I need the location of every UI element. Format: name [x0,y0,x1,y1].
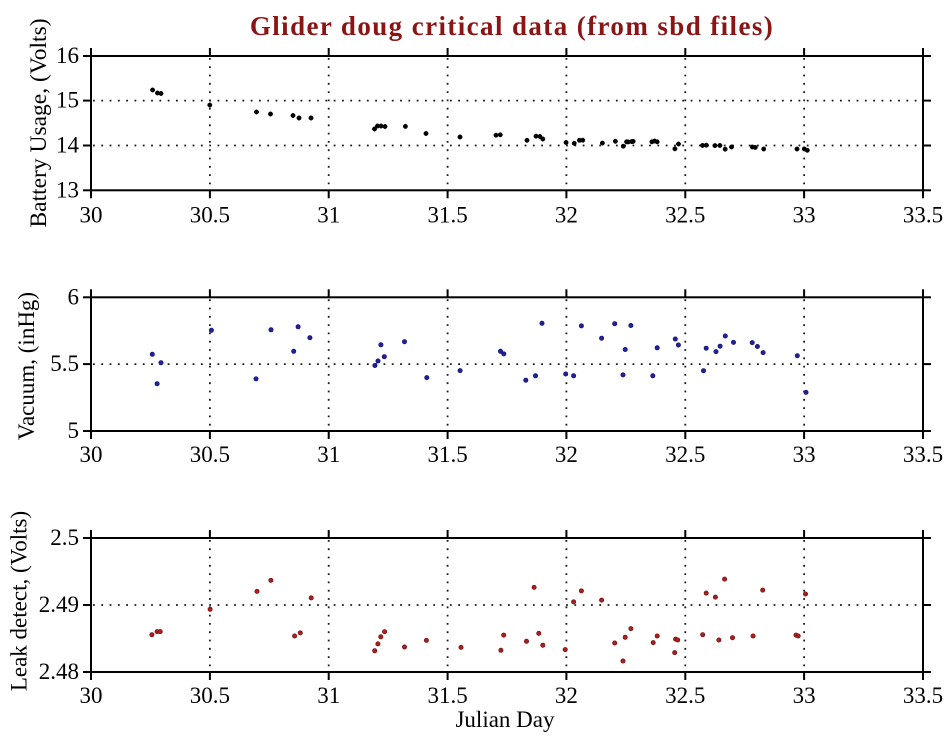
svg-text:33.5: 33.5 [903,442,943,467]
svg-text:31.5: 31.5 [427,442,467,467]
svg-text:2.49: 2.49 [39,592,79,617]
svg-text:5.5: 5.5 [50,351,79,376]
svg-text:6: 6 [68,284,80,309]
svg-text:33: 33 [793,683,816,708]
svg-text:15: 15 [56,88,79,113]
svg-text:16: 16 [56,43,79,68]
svg-text:Vacuum, (inHg): Vacuum, (inHg) [14,292,39,440]
svg-text:32: 32 [555,683,578,708]
svg-text:31: 31 [317,442,340,467]
svg-text:30.5: 30.5 [190,442,230,467]
svg-text:14: 14 [56,133,80,158]
svg-text:30.5: 30.5 [190,683,230,708]
svg-text:33.5: 33.5 [903,683,943,708]
svg-text:Battery Usage, (Volts): Battery Usage, (Volts) [26,18,52,227]
svg-text:30: 30 [80,203,103,228]
svg-text:33: 33 [793,203,816,228]
svg-text:32.5: 32.5 [665,203,705,228]
svg-text:30.5: 30.5 [190,203,230,228]
svg-text:33: 33 [793,442,816,467]
svg-text:2.48: 2.48 [39,659,79,684]
svg-text:33.5: 33.5 [903,203,943,228]
svg-text:31: 31 [317,203,340,228]
svg-text:31: 31 [317,683,340,708]
svg-text:13: 13 [56,177,79,202]
svg-text:30: 30 [80,442,103,467]
svg-text:Leak detect, (Volts): Leak detect, (Volts) [7,511,32,691]
svg-text:32.5: 32.5 [665,683,705,708]
svg-text:31.5: 31.5 [427,203,467,228]
svg-text:32.5: 32.5 [665,442,705,467]
svg-text:32: 32 [555,442,578,467]
svg-text:2.5: 2.5 [50,525,79,550]
svg-text:31.5: 31.5 [427,683,467,708]
svg-text:30: 30 [80,683,103,708]
svg-text:32: 32 [555,203,578,228]
svg-text:5: 5 [68,418,80,443]
svg-text:Julian Day: Julian Day [455,707,555,732]
svg-text:Glider doug critical data (fro: Glider doug critical data (from sbd file… [250,11,774,41]
